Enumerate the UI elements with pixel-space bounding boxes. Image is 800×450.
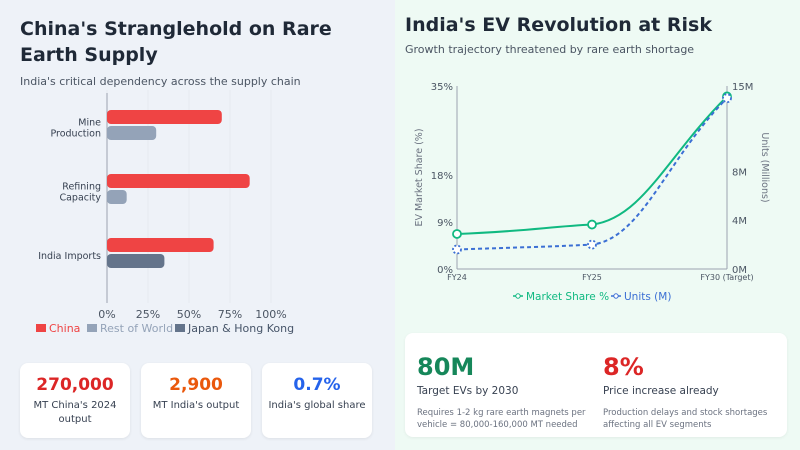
ev-line-chart: 0% 9% 18% 35% 0M 4M 8M 15M FY24 FY25 FY30 (Target)…	[414, 82, 770, 303]
x-tick-label: 50%	[177, 308, 201, 321]
stat-value: 2,900	[169, 375, 223, 395]
category-label: Capacity	[59, 193, 101, 204]
panel-title: China's Stranglehold on Rare Earth Suppl…	[20, 18, 332, 66]
stat-card: 0.7% India's global share	[262, 363, 372, 438]
x-tick-label: FY24	[447, 273, 467, 282]
legend-label: Market Share %	[526, 291, 609, 303]
rare-earth-panel: China's Stranglehold on Rare Earth Suppl…	[0, 0, 395, 450]
series-line-units	[456, 97, 728, 251]
stats-card: 80M Target EVs by 2030 Requires 1-2 kg r…	[405, 333, 787, 437]
legend-label: Rest of World	[100, 322, 173, 335]
y-tick-label: 9%	[437, 218, 453, 229]
bar-china	[107, 110, 222, 124]
data-point	[452, 244, 462, 255]
stat-price: 8% Price increase already Production del…	[603, 353, 773, 431]
legend-marker-dot	[515, 293, 521, 299]
y2-tick-label: 8M	[732, 167, 747, 178]
stat-desc: Production delays and stock shortages af…	[603, 408, 768, 430]
ev-panel: India's EV Revolution at Risk Growth tra…	[395, 0, 800, 450]
legend-marker-dot	[613, 293, 619, 299]
legend-label: Japan & Hong Kong	[187, 322, 294, 335]
data-point	[587, 239, 597, 250]
bar-china	[107, 174, 250, 188]
panel-subtitle: India's critical dependency across the s…	[20, 75, 301, 88]
x-tick-label: 25%	[136, 308, 160, 321]
panel-subtitle: Growth trajectory threatened by rare ear…	[405, 43, 695, 56]
bar-rest-of-world	[107, 126, 157, 140]
stat-label: MT India's output	[152, 400, 240, 411]
category-label: Production	[50, 129, 101, 140]
y-axis-title: EV Market Share (%)	[414, 128, 425, 226]
legend-swatch	[36, 324, 46, 332]
y-tick-label: 18%	[431, 171, 453, 182]
legend-label: Units (M)	[624, 291, 671, 303]
stat-desc: Requires 1-2 kg rare earth magnets per v…	[417, 408, 586, 430]
stat-value: 270,000	[36, 375, 114, 395]
category-label: Mine	[78, 118, 101, 129]
stat-label: Price increase already	[603, 385, 719, 397]
x-tick-label: 75%	[218, 308, 242, 321]
stat-value: 8%	[603, 353, 644, 381]
series-line-market-share	[456, 95, 728, 235]
y2-tick-label: 4M	[732, 216, 747, 227]
stat-target: 80M Target EVs by 2030 Requires 1-2 kg r…	[417, 353, 587, 431]
y-tick-label: 35%	[431, 82, 453, 93]
data-point	[587, 219, 597, 230]
legend-swatch	[175, 324, 185, 332]
x-tick-label: FY25	[582, 273, 602, 282]
stat-label: Target EVs by 2030	[417, 385, 519, 397]
data-point	[452, 229, 462, 239]
x-tick-label: 0%	[98, 308, 115, 321]
stat-label: MT China's 2024 output	[33, 400, 117, 425]
y2-tick-label: 15M	[732, 82, 753, 93]
legend-label: China	[49, 322, 80, 335]
bar-rest-of-world	[107, 190, 127, 204]
x-tick-label: 100%	[255, 308, 286, 321]
bar-china	[107, 238, 214, 252]
stat-card: 270,000 MT China's 2024 output	[20, 363, 130, 438]
bar-japan-hong-kong	[107, 254, 165, 268]
y-tick-label: 0%	[437, 265, 453, 276]
stat-value: 80M	[417, 353, 475, 381]
y2-tick-label: 0M	[732, 265, 747, 276]
stat-card: 2,900 MT India's output	[141, 363, 251, 438]
stat-label: India's global share	[268, 400, 366, 411]
stat-value: 0.7%	[293, 375, 341, 395]
legend-swatch	[87, 324, 97, 332]
data-point	[722, 93, 732, 104]
x-tick-label: FY30 (Target)	[700, 273, 753, 282]
panel-title: India's EV Revolution at Risk	[405, 14, 712, 36]
category-label: India Imports	[38, 251, 101, 262]
category-label: Refining	[62, 182, 101, 193]
y2-axis-title: Units (Millions)	[759, 132, 770, 202]
